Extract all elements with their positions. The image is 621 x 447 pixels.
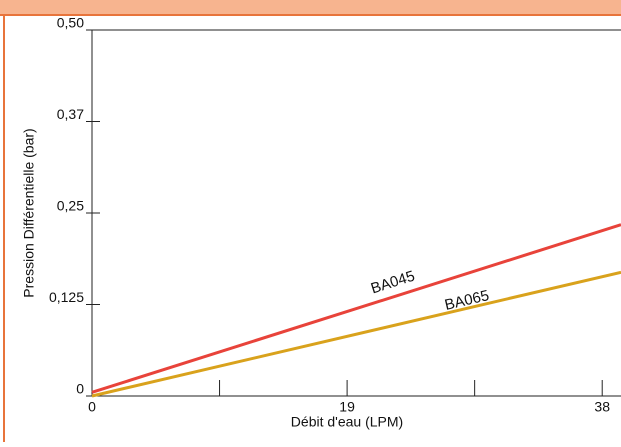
y-tick-label: 0 — [76, 381, 84, 397]
y-tick-label: 0,25 — [57, 198, 84, 214]
x-axis-label: Débit d'eau (LPM) — [291, 414, 403, 430]
y-tick-label: 0,50 — [57, 15, 84, 31]
y-tick-label: 0,125 — [49, 289, 84, 305]
top-band — [0, 0, 621, 15]
y-axis-label: Pression Différentielle (bar) — [21, 128, 37, 297]
x-tick-label: 19 — [339, 399, 355, 415]
x-tick-label: 0 — [88, 399, 96, 415]
series-line — [91, 270, 621, 398]
y-tick-label: 0,37 — [57, 106, 84, 122]
x-tick-label: 38 — [594, 399, 610, 415]
series-line — [91, 223, 621, 394]
